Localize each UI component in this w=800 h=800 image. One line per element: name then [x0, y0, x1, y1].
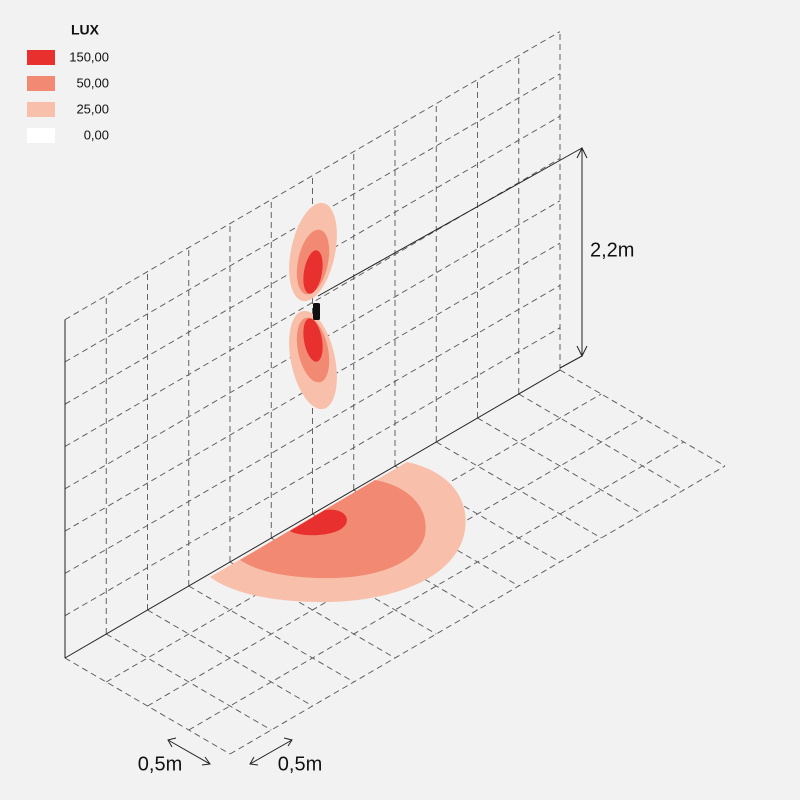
legend-swatch — [27, 128, 55, 143]
grid-dimensions — [167, 737, 293, 766]
legend-title: LUX — [71, 22, 100, 38]
legend-swatch — [27, 50, 55, 65]
height-dimension — [317, 146, 588, 369]
grid-line — [106, 393, 602, 683]
legend-label: 0,00 — [84, 127, 109, 142]
grid-line — [64, 242, 561, 532]
legend-label: 25,00 — [76, 101, 109, 116]
grid-line — [436, 441, 602, 539]
legend-label: 50,00 — [76, 75, 109, 90]
grid-line — [518, 393, 684, 491]
grid-line — [64, 369, 561, 659]
grid-line — [64, 327, 561, 617]
grid-line — [64, 73, 561, 363]
grid-label: 0,5m — [138, 753, 182, 775]
height-label: 2,2m — [590, 239, 634, 261]
grid-line — [64, 200, 561, 490]
grid-label: 0,5m — [278, 753, 322, 775]
grid-line — [64, 285, 561, 574]
legend-swatch — [27, 102, 55, 117]
grid-line — [147, 609, 313, 707]
floor-zone — [290, 509, 347, 536]
grid-line — [64, 31, 561, 320]
legend-swatch — [27, 76, 55, 91]
grid-line — [477, 417, 643, 515]
grid-line — [64, 657, 231, 755]
grid-line — [64, 115, 561, 405]
grid-line — [106, 633, 272, 731]
grid-line — [64, 158, 561, 447]
lobe — [303, 318, 323, 362]
contours — [210, 202, 466, 603]
grid-line — [188, 585, 354, 683]
grid-line — [559, 369, 726, 467]
legend-label: 150,00 — [69, 49, 109, 64]
legend: 150,00 50,00 25,00 0,00 — [27, 49, 109, 143]
lobe — [303, 250, 323, 294]
luminaire — [313, 303, 320, 320]
